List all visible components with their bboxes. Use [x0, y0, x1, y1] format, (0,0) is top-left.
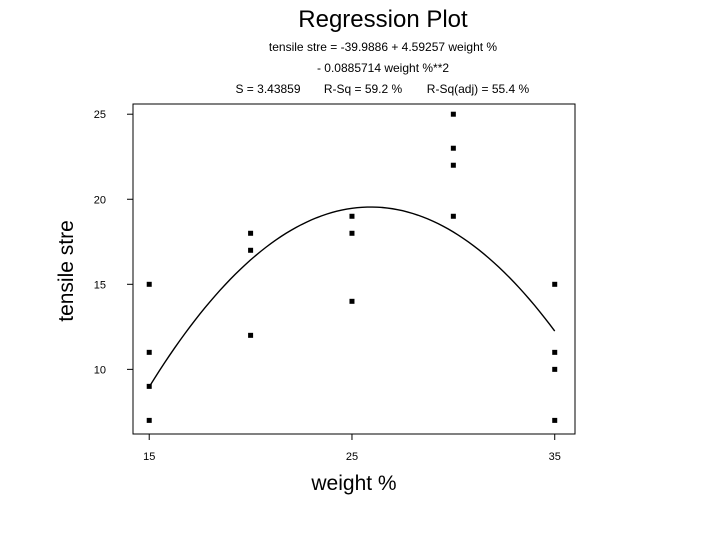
stat-s: S = 3.43859	[235, 82, 300, 96]
regression-equation-line2: - 0.0885714 weight %**2	[317, 61, 449, 75]
y-axis-ticks: 10 15 20 25	[94, 109, 133, 376]
data-point	[146, 349, 152, 355]
data-point	[552, 349, 558, 355]
data-point	[450, 145, 456, 151]
data-point	[146, 383, 152, 389]
y-tick-label: 25	[94, 109, 106, 121]
y-axis-label: tensile stre	[55, 220, 78, 322]
data-point	[552, 281, 558, 287]
x-tick-label: 15	[143, 451, 155, 463]
data-point	[248, 332, 254, 338]
chart-title: Regression Plot	[298, 6, 468, 33]
fitted-curve	[148, 206, 556, 388]
plot-area	[132, 103, 576, 435]
data-point	[450, 162, 456, 168]
data-point	[552, 417, 558, 423]
x-tick-label: 25	[346, 451, 358, 463]
regression-equation-line1: tensile stre = -39.9886 + 4.59257 weight…	[269, 40, 497, 54]
data-point	[349, 298, 355, 304]
stat-r-sq-adj: R-Sq(adj) = 55.4 %	[427, 82, 530, 96]
data-point	[146, 281, 152, 287]
stat-r-sq: R-Sq = 59.2 %	[324, 82, 403, 96]
data-point	[248, 230, 254, 236]
data-point	[450, 213, 456, 219]
data-point	[349, 213, 355, 219]
x-tick-label: 35	[549, 451, 561, 463]
data-point	[248, 247, 254, 253]
data-points	[146, 111, 558, 423]
x-axis-ticks: 15 25 35	[143, 434, 561, 463]
data-point	[552, 366, 558, 372]
y-tick-label: 20	[94, 194, 106, 206]
data-point	[146, 417, 152, 423]
y-tick-label: 10	[94, 364, 106, 376]
data-point	[450, 111, 456, 117]
x-axis-label: weight %	[310, 472, 396, 495]
y-tick-label: 15	[94, 279, 106, 291]
data-point	[349, 230, 355, 236]
